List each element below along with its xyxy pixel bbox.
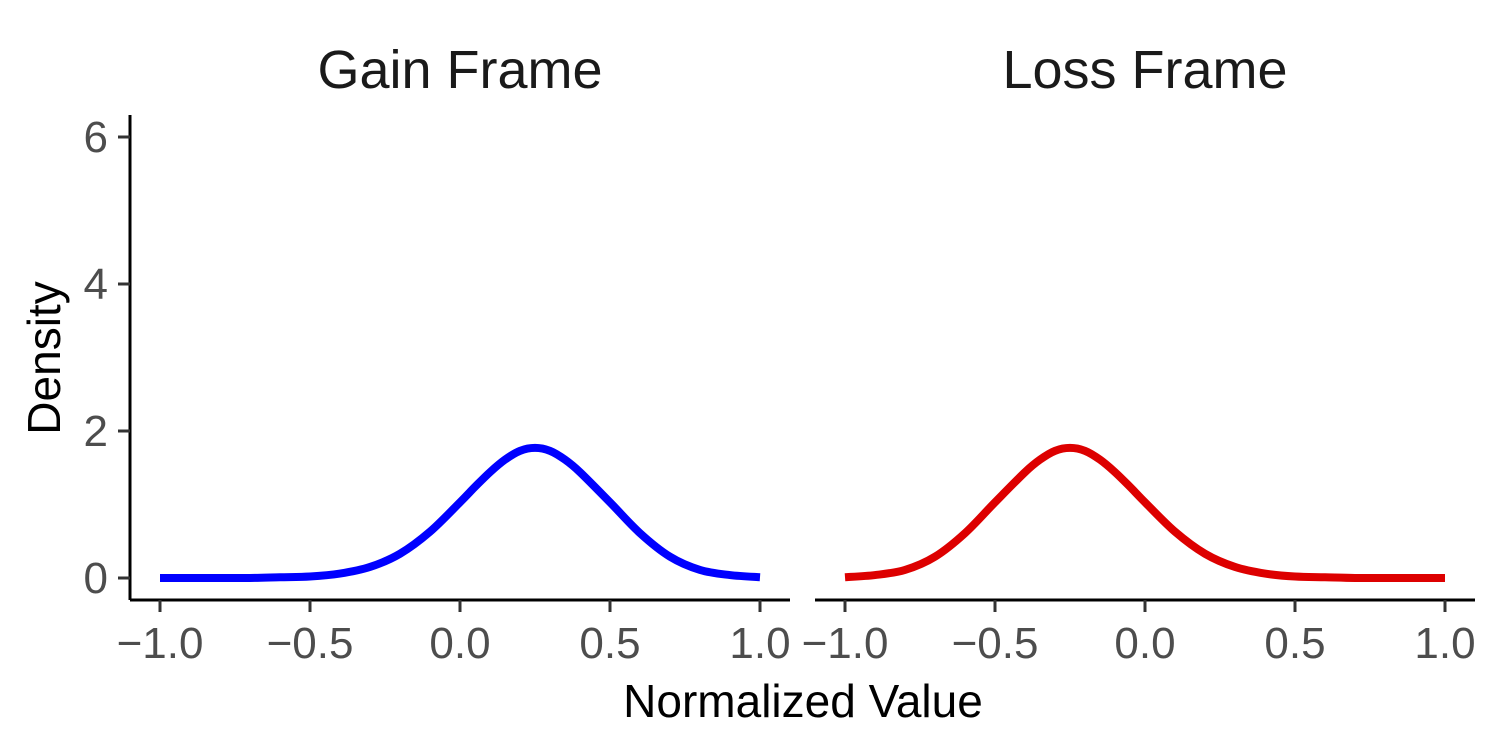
y-tick-label: 0: [84, 554, 108, 603]
x-tick-label: 0.0: [1114, 619, 1175, 668]
x-tick-label: 0.5: [1264, 619, 1325, 668]
facet-title: Loss Frame: [1002, 40, 1287, 100]
x-tick-label: −0.5: [267, 619, 354, 668]
x-tick-label: 1.0: [1414, 619, 1475, 668]
x-tick-label: 0.5: [579, 619, 640, 668]
x-tick-label: −1.0: [802, 619, 889, 668]
facet-panel-1: Gain Frame −1.0 −0.5 0.0 0.5 1.0 0 2 4 6: [84, 40, 791, 668]
x-tick-label: 1.0: [729, 619, 790, 668]
y-tick-label: 4: [84, 260, 108, 309]
y-axis-title: Density: [18, 281, 70, 434]
density-line: [160, 443, 761, 583]
facet-panel-2: Loss Frame −1.0 −0.5 0.0 0.5 1.0: [802, 40, 1476, 668]
density-line: [844, 443, 1445, 583]
y-tick-label: 2: [84, 407, 108, 456]
x-tick-label: 0.0: [429, 619, 490, 668]
x-axis-title: Normalized Value: [623, 675, 983, 727]
x-tick-label: −0.5: [952, 619, 1039, 668]
y-tick-label: 6: [84, 113, 108, 162]
x-tick-label: −1.0: [117, 619, 204, 668]
facet-title: Gain Frame: [317, 40, 602, 100]
